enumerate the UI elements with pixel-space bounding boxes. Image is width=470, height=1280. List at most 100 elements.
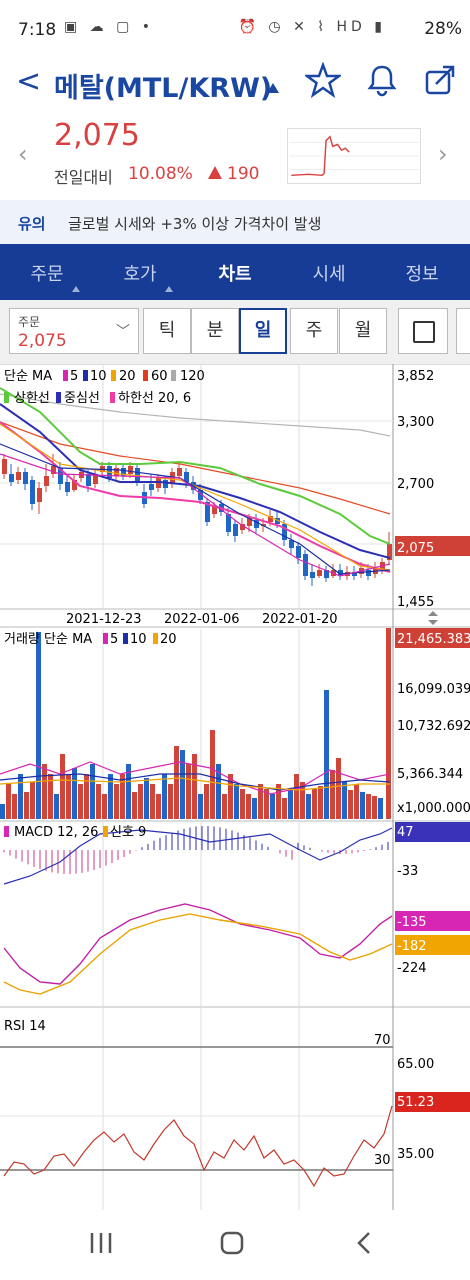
tab-orderbook[interactable]: 호가	[95, 260, 185, 292]
macd-current-label: 47	[397, 825, 414, 840]
share-icon[interactable]	[422, 62, 458, 98]
macd-signal-label: 신호 9	[110, 825, 146, 840]
ma-legend-5: 5	[70, 369, 78, 384]
candle-body	[149, 484, 154, 490]
volume-bar	[386, 628, 391, 819]
candle-body	[114, 468, 119, 476]
period-tick-button[interactable]: 틱	[143, 308, 191, 354]
square-icon	[413, 321, 435, 343]
main-tabs: 주문 호가 차트 시세 정보	[0, 244, 470, 300]
osc-orange-box	[395, 935, 470, 955]
oscillator-orange-line	[3, 913, 393, 995]
title-dropdown-icon[interactable]	[267, 83, 279, 93]
env-legend-mid: 중심선	[64, 391, 100, 406]
candle-body	[16, 472, 21, 480]
volume-bar	[258, 784, 263, 819]
back-icon[interactable]: <	[16, 64, 42, 99]
env-legend-swatch	[56, 392, 61, 403]
scroll-edge-button[interactable]	[456, 308, 470, 354]
star-icon[interactable]	[305, 62, 341, 98]
ma-legend-swatch	[63, 370, 68, 381]
volume-bar	[276, 784, 281, 819]
volume-bar	[186, 764, 191, 819]
volume-bar	[48, 774, 53, 819]
home-icon[interactable]	[219, 1230, 245, 1256]
candle-body	[44, 476, 49, 486]
candle-body	[177, 468, 182, 476]
tab-chart[interactable]: 차트	[190, 260, 280, 286]
volume-bar	[312, 789, 317, 819]
chart-texts: 단순 MA 5 10 20 60 120 상한선 중심선 하한선 20, 6 3…	[4, 369, 470, 1168]
tab-label: 호가	[123, 264, 157, 285]
candle-body	[65, 482, 70, 492]
volume-bar	[282, 798, 287, 819]
volume-y-tick: 10,732.692	[397, 719, 470, 734]
mini-chart[interactable]	[287, 128, 421, 184]
volume-bar	[18, 774, 23, 819]
volume-bar	[78, 784, 83, 819]
status-bar: 7:18 ▣ ☁ ▢ • ⏰ ◷ ✕ ⌇ HD ▮ 28%	[0, 0, 470, 58]
volume-bar	[6, 784, 11, 819]
scroll-up-icon	[428, 611, 438, 616]
volume-bar	[126, 764, 131, 819]
volume-y-unit: x1,000.000	[397, 801, 470, 816]
volume-bar	[300, 782, 305, 819]
bell-icon[interactable]	[364, 62, 400, 98]
tab-label: 정보	[405, 264, 439, 285]
chart-area[interactable]: 단순 MA 5 10 20 60 120 상한선 중심선 하한선 20, 6 3…	[0, 364, 470, 1210]
volume-bar	[318, 786, 323, 819]
ma-20-line	[0, 423, 391, 571]
volume-bar	[108, 774, 113, 819]
volume-legend-20: 20	[160, 632, 177, 647]
chart-settings-button[interactable]	[398, 308, 448, 354]
volume-bar	[24, 792, 29, 819]
recent-apps-icon[interactable]	[88, 1230, 114, 1256]
volume-bar	[264, 789, 269, 819]
tab-order[interactable]: 주문	[2, 260, 92, 292]
candle-body	[198, 490, 203, 500]
volume-bar	[342, 782, 347, 819]
candle-body	[387, 544, 392, 560]
candle-body	[233, 524, 238, 536]
tab-info[interactable]: 정보	[377, 260, 467, 286]
change-percent: 10.08%	[128, 164, 193, 184]
next-coin-icon[interactable]: ›	[438, 140, 448, 168]
prev-coin-icon[interactable]: ‹	[18, 140, 28, 168]
volume-bar	[156, 794, 161, 819]
period-month-button[interactable]: 월	[339, 308, 387, 354]
price-y-tick: 1,455	[397, 595, 434, 610]
page-title[interactable]: 메탈(MTL/KRW)	[54, 73, 273, 104]
back-nav-icon[interactable]	[352, 1230, 378, 1256]
period-day-button[interactable]: 일	[239, 308, 287, 354]
current-price: 2,075	[54, 118, 140, 153]
envelope-mid-line	[0, 403, 391, 559]
candle-body	[289, 540, 294, 548]
candle-body	[128, 466, 133, 474]
candle-body	[121, 468, 126, 476]
ma-120-line	[0, 393, 391, 437]
candle-body	[184, 472, 189, 482]
period-minute-button[interactable]: 분	[191, 308, 239, 354]
osc-label-orange: -182	[397, 939, 427, 954]
notice-text: 글로벌 시세와 +3% 이상 가격차이 발생	[68, 215, 322, 233]
candle-body	[254, 520, 259, 528]
volume-bar	[180, 750, 185, 819]
volume-bar	[168, 784, 173, 819]
volume-bar	[306, 794, 311, 819]
order-select[interactable]: 주문 2,075 ﹀	[9, 308, 139, 354]
volume-bar	[174, 746, 179, 819]
tab-quotes[interactable]: 시세	[284, 260, 374, 286]
period-week-button[interactable]: 주	[290, 308, 338, 354]
osc-label-pink: -135	[397, 915, 427, 930]
volume-bar	[192, 754, 197, 819]
volume-legend-5: 5	[110, 632, 118, 647]
macd-current-box	[395, 822, 470, 842]
volume-bar	[54, 794, 59, 819]
volume-bar	[222, 794, 227, 819]
candle-body	[366, 570, 371, 576]
title-bar: < 메탈(MTL/KRW)	[0, 58, 470, 108]
battery-text: 28%	[424, 19, 462, 39]
volume-bar	[150, 784, 155, 819]
chart-group	[0, 364, 470, 1210]
candle-body	[261, 524, 266, 526]
